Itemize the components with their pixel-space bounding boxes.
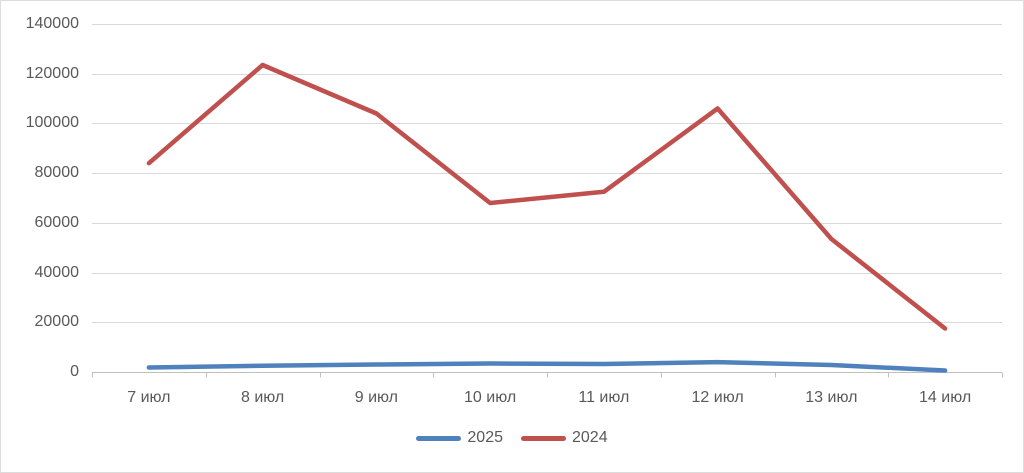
legend-item-2025: 2025 — [416, 429, 503, 447]
legend: 2025 2024 — [1, 429, 1023, 447]
x-axis-tick-label: 9 июл — [354, 389, 398, 406]
y-axis-tick-label: 20000 — [34, 313, 80, 331]
x-axis-tick-label: 7 июл — [127, 389, 171, 406]
y-axis-tick-label: 40000 — [34, 263, 80, 281]
y-axis-tick-label: 100000 — [25, 114, 79, 132]
x-axis-tick-label: 8 июл — [240, 389, 285, 406]
series-line-2025 — [146, 359, 948, 373]
x-axis-tick-label: 12 июл — [691, 389, 744, 406]
legend-line-marker-2025 — [416, 435, 462, 441]
y-axis-tick-label: 80000 — [34, 164, 80, 182]
y-axis-tick-label: 120000 — [25, 64, 79, 82]
x-axis-tick-label: 10 июл — [464, 389, 517, 406]
y-axis-tick-label: 60000 — [34, 213, 80, 231]
x-axis-tick-label: 14 июл — [919, 389, 972, 406]
y-axis-tick-label: 140000 — [25, 15, 79, 32]
legend-label-2025: 2025 — [467, 429, 503, 446]
x-axis-tick-label: 11 июл — [578, 389, 630, 406]
series-line-2024 — [146, 62, 948, 331]
legend-item-2024: 2024 — [521, 429, 608, 447]
x-axis-tick-label: 13 июл — [805, 389, 858, 406]
legend-line-marker-2024 — [521, 435, 566, 441]
legend-label-2024: 2024 — [572, 429, 608, 446]
y-axis-tick-label: 0 — [70, 363, 79, 380]
